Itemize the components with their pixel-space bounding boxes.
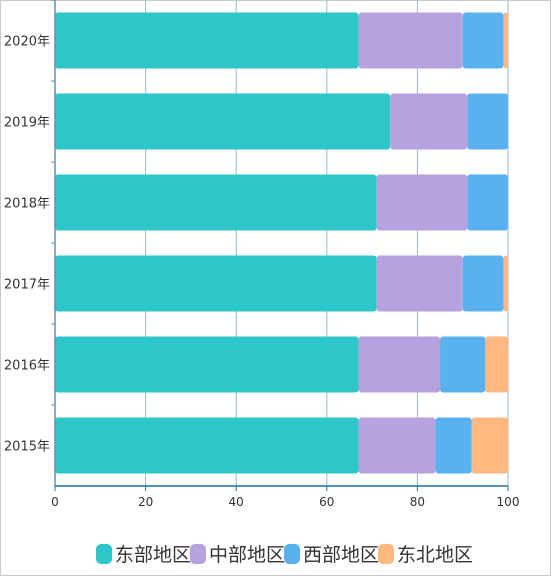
bar-segment[interactable] bbox=[358, 417, 436, 474]
bar-segment[interactable] bbox=[440, 336, 486, 393]
y-tick-label: 2020年 bbox=[4, 35, 50, 50]
bar-segment[interactable] bbox=[435, 417, 472, 474]
legend[interactable]: 东部地区 中部地区 西部地区 东北地区 bbox=[96, 544, 473, 566]
bar-segment[interactable] bbox=[358, 336, 441, 393]
legend-item[interactable]: 东北地区 bbox=[378, 544, 473, 566]
bar-segment[interactable] bbox=[390, 93, 468, 150]
bar-segment[interactable] bbox=[55, 12, 359, 69]
legend-swatch bbox=[378, 544, 394, 564]
bar-segment[interactable] bbox=[376, 174, 468, 231]
legend-label: 东北地区 bbox=[397, 544, 473, 566]
x-tick-label: 80 bbox=[410, 495, 425, 509]
bar-segment[interactable] bbox=[358, 12, 463, 69]
legend-item[interactable]: 西部地区 bbox=[284, 544, 379, 566]
bar-segment[interactable] bbox=[467, 93, 508, 150]
bar-segment[interactable] bbox=[503, 255, 508, 312]
y-tick-label: 2016年 bbox=[4, 359, 50, 374]
x-tick-label: 40 bbox=[229, 495, 244, 509]
legend-label: 西部地区 bbox=[303, 544, 379, 566]
x-tick-label: 100 bbox=[497, 495, 520, 509]
legend-swatch bbox=[96, 544, 112, 564]
y-tick-label: 2019年 bbox=[4, 116, 50, 131]
y-tick-label: 2015年 bbox=[4, 440, 50, 455]
x-tick-label: 20 bbox=[138, 495, 153, 509]
legend-label: 东部地区 bbox=[115, 544, 191, 566]
bar-segment[interactable] bbox=[55, 255, 377, 312]
bar-segment[interactable] bbox=[55, 174, 377, 231]
grid-lines bbox=[145, 0, 509, 486]
legend-swatch bbox=[190, 544, 206, 564]
x-tick-label: 60 bbox=[319, 495, 334, 509]
bar-segment[interactable] bbox=[471, 417, 508, 474]
y-tick-label: 2017年 bbox=[4, 278, 50, 293]
y-tick-label: 2018年 bbox=[4, 197, 50, 212]
legend-swatch bbox=[284, 544, 300, 564]
bar-segment[interactable] bbox=[55, 93, 391, 150]
legend-item[interactable]: 东部地区 bbox=[96, 544, 191, 566]
bar-segment[interactable] bbox=[503, 12, 508, 69]
bar-segment[interactable] bbox=[467, 174, 508, 231]
bar-segment[interactable] bbox=[462, 255, 504, 312]
bar-segment[interactable] bbox=[55, 336, 359, 393]
bar-segment[interactable] bbox=[376, 255, 463, 312]
legend-item[interactable]: 中部地区 bbox=[190, 544, 285, 566]
bar-segment[interactable] bbox=[55, 417, 359, 474]
bars bbox=[55, 12, 508, 474]
axes: 2020年 2019年 2018年 2017年 2016年 2015年 0 20 40 60 80 1… bbox=[4, 0, 520, 509]
x-tick-label: 0 bbox=[51, 495, 59, 509]
bar-segment[interactable] bbox=[485, 336, 508, 393]
bar-segment[interactable] bbox=[462, 12, 504, 69]
legend-label: 中部地区 bbox=[209, 544, 285, 566]
